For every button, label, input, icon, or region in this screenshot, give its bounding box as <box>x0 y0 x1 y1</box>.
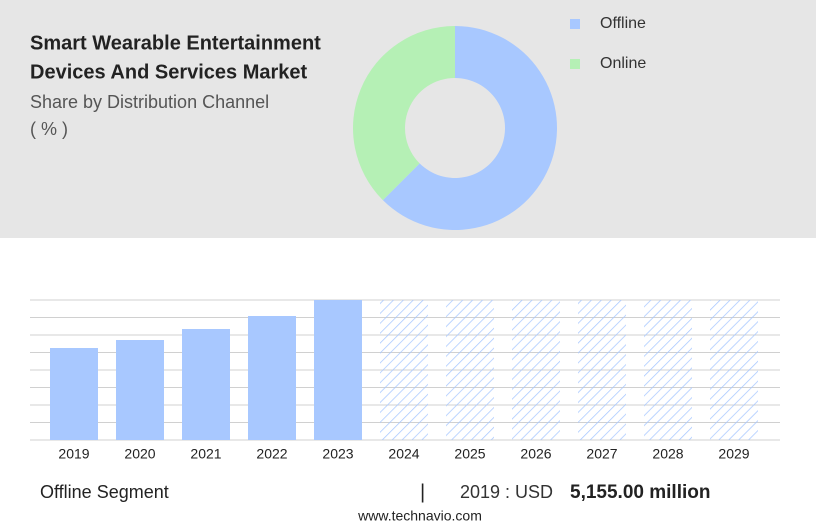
footer-year: 2019 : USD <box>460 482 553 502</box>
bar <box>50 348 98 440</box>
x-tick-label: 2019 <box>58 446 89 462</box>
footer-value: 5,155.00 million <box>570 482 710 503</box>
x-tick-label: 2023 <box>322 446 353 462</box>
bar <box>248 316 296 440</box>
subtitle: ( % ) <box>30 119 68 139</box>
subtitle: Share by Distribution Channel <box>30 92 269 112</box>
pie-slice <box>382 26 557 230</box>
legend-swatch <box>570 59 580 69</box>
x-tick-label: 2022 <box>256 446 287 462</box>
x-tick-label: 2021 <box>190 446 221 462</box>
x-tick-label: 2027 <box>586 446 617 462</box>
forecast-bar <box>446 300 494 440</box>
x-tick-label: 2025 <box>454 446 485 462</box>
legend-swatch <box>570 19 580 29</box>
title: Devices And Services Market <box>30 61 308 83</box>
x-tick-label: 2028 <box>652 446 683 462</box>
forecast-bar <box>512 300 560 440</box>
pie-slice <box>353 26 455 201</box>
forecast-bar <box>380 300 428 440</box>
forecast-bar <box>644 300 692 440</box>
x-tick-label: 2026 <box>520 446 551 462</box>
legend-label: Online <box>600 55 646 72</box>
footer-segment: Offline Segment <box>40 482 169 502</box>
x-tick-label: 2024 <box>388 446 419 462</box>
forecast-bar <box>578 300 626 440</box>
bar <box>182 328 230 440</box>
bar <box>314 300 362 440</box>
footer-separator: | <box>420 481 425 503</box>
x-tick-label: 2029 <box>718 446 749 462</box>
bar <box>116 340 164 440</box>
legend-label: Offline <box>600 15 646 32</box>
forecast-bar <box>710 300 758 440</box>
x-tick-label: 2020 <box>124 446 155 462</box>
footer-source: www.technavio.com <box>357 508 482 524</box>
title: Smart Wearable Entertainment <box>30 32 321 54</box>
